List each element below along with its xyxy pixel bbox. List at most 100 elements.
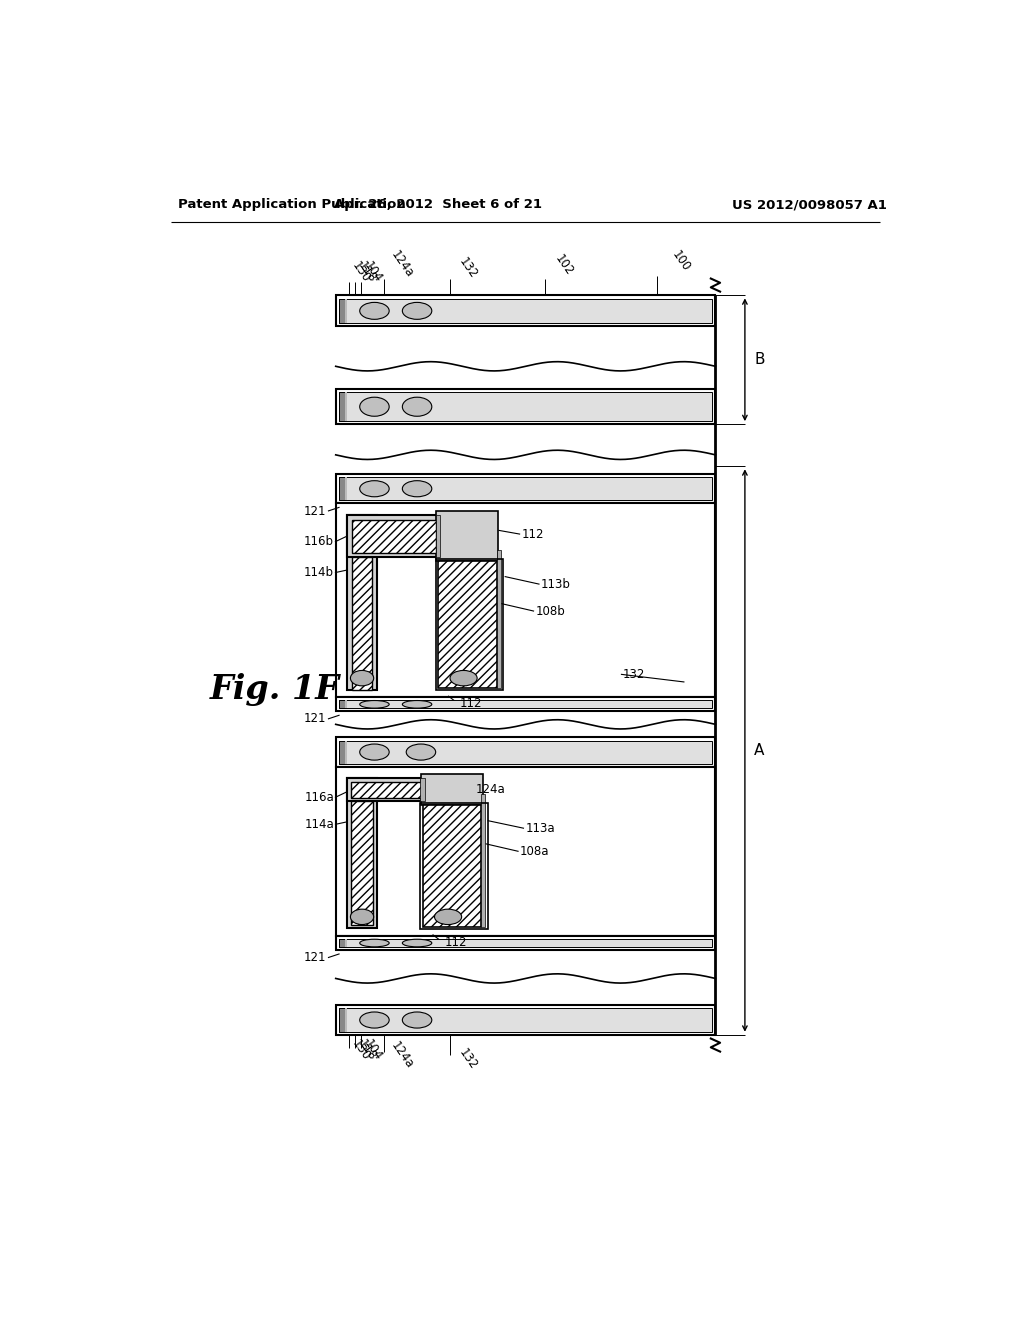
Text: 130: 130	[349, 1038, 373, 1063]
Ellipse shape	[402, 701, 432, 708]
Ellipse shape	[402, 302, 432, 319]
Bar	[481, 793, 485, 927]
Bar	[345, 392, 347, 421]
Ellipse shape	[359, 302, 389, 319]
Bar	[336, 738, 716, 767]
Bar	[347, 779, 377, 928]
Bar	[345, 478, 347, 500]
Ellipse shape	[450, 671, 477, 686]
Bar	[345, 741, 347, 763]
Text: 121: 121	[304, 952, 327, 964]
Bar	[345, 1008, 347, 1032]
Bar	[435, 558, 503, 690]
Ellipse shape	[434, 909, 462, 924]
Bar	[336, 697, 716, 711]
Bar	[347, 515, 440, 557]
Text: Apr. 26, 2012  Sheet 6 of 21: Apr. 26, 2012 Sheet 6 of 21	[334, 198, 542, 211]
Text: 100: 100	[669, 248, 692, 273]
Bar	[339, 741, 713, 763]
Bar	[336, 767, 716, 936]
Text: 108a: 108a	[520, 845, 550, 858]
Bar	[345, 298, 347, 323]
Text: B: B	[755, 352, 765, 367]
Text: Fig. 1F: Fig. 1F	[209, 673, 339, 706]
Bar	[347, 779, 425, 801]
Text: 108b: 108b	[536, 605, 565, 618]
Bar	[345, 940, 347, 946]
Bar	[339, 701, 713, 708]
Bar	[438, 561, 497, 688]
Bar	[336, 296, 716, 326]
Bar	[497, 549, 501, 688]
Text: 114a: 114a	[304, 818, 334, 832]
Bar	[336, 389, 716, 424]
Bar	[336, 503, 716, 697]
Ellipse shape	[359, 480, 389, 496]
Ellipse shape	[359, 940, 389, 946]
Text: Patent Application Publication: Patent Application Publication	[178, 198, 407, 211]
Text: 124a: 124a	[475, 783, 505, 796]
Ellipse shape	[402, 480, 432, 496]
Text: 112: 112	[521, 528, 544, 541]
Bar	[421, 775, 483, 805]
Bar	[352, 520, 435, 553]
Text: 132: 132	[623, 668, 645, 681]
Bar	[339, 392, 345, 421]
Text: 116a: 116a	[304, 791, 334, 804]
Text: 102: 102	[553, 252, 577, 277]
Ellipse shape	[359, 701, 389, 708]
Bar	[339, 701, 345, 708]
Text: 121: 121	[304, 504, 327, 517]
Bar	[339, 478, 345, 500]
Ellipse shape	[402, 940, 432, 946]
Bar	[423, 805, 481, 927]
Text: US 2012/0098057 A1: US 2012/0098057 A1	[732, 198, 888, 211]
Ellipse shape	[402, 1012, 432, 1028]
Bar	[420, 803, 487, 929]
Bar	[339, 392, 713, 421]
Text: 132: 132	[456, 1047, 479, 1072]
Bar	[339, 298, 345, 323]
Text: 116b: 116b	[304, 536, 334, 548]
Bar	[336, 474, 716, 503]
Bar	[336, 1006, 716, 1035]
Ellipse shape	[402, 397, 432, 416]
Text: 124a: 124a	[388, 248, 416, 281]
Bar	[336, 936, 716, 950]
Ellipse shape	[359, 397, 389, 416]
Bar	[339, 940, 713, 946]
Text: 112: 112	[444, 936, 467, 949]
Text: 121: 121	[304, 713, 327, 726]
Bar	[345, 701, 347, 708]
Bar	[351, 781, 421, 797]
Bar	[339, 1008, 713, 1032]
Text: 104: 104	[361, 1038, 385, 1063]
Text: 114b: 114b	[304, 566, 334, 579]
Bar	[339, 478, 713, 500]
Bar	[339, 298, 713, 323]
Text: 132: 132	[456, 256, 479, 281]
Ellipse shape	[359, 744, 389, 760]
Bar	[351, 801, 373, 924]
Ellipse shape	[407, 744, 435, 760]
Ellipse shape	[350, 671, 374, 686]
Text: A: A	[755, 743, 765, 758]
Bar	[436, 511, 499, 561]
Bar	[352, 557, 372, 689]
Bar	[339, 940, 345, 946]
Text: 130: 130	[349, 260, 373, 285]
Text: 118: 118	[355, 260, 379, 285]
Bar	[347, 515, 377, 689]
Text: 112: 112	[460, 697, 482, 710]
Bar	[339, 741, 345, 763]
Bar	[339, 1008, 345, 1032]
Text: 113a: 113a	[525, 822, 555, 834]
Text: 104: 104	[361, 260, 385, 285]
Text: 113b: 113b	[541, 578, 571, 591]
Text: 124a: 124a	[388, 1040, 416, 1072]
Text: 118: 118	[355, 1038, 379, 1063]
Bar	[435, 515, 440, 557]
Bar	[420, 779, 425, 801]
Ellipse shape	[350, 909, 374, 924]
Ellipse shape	[359, 1012, 389, 1028]
